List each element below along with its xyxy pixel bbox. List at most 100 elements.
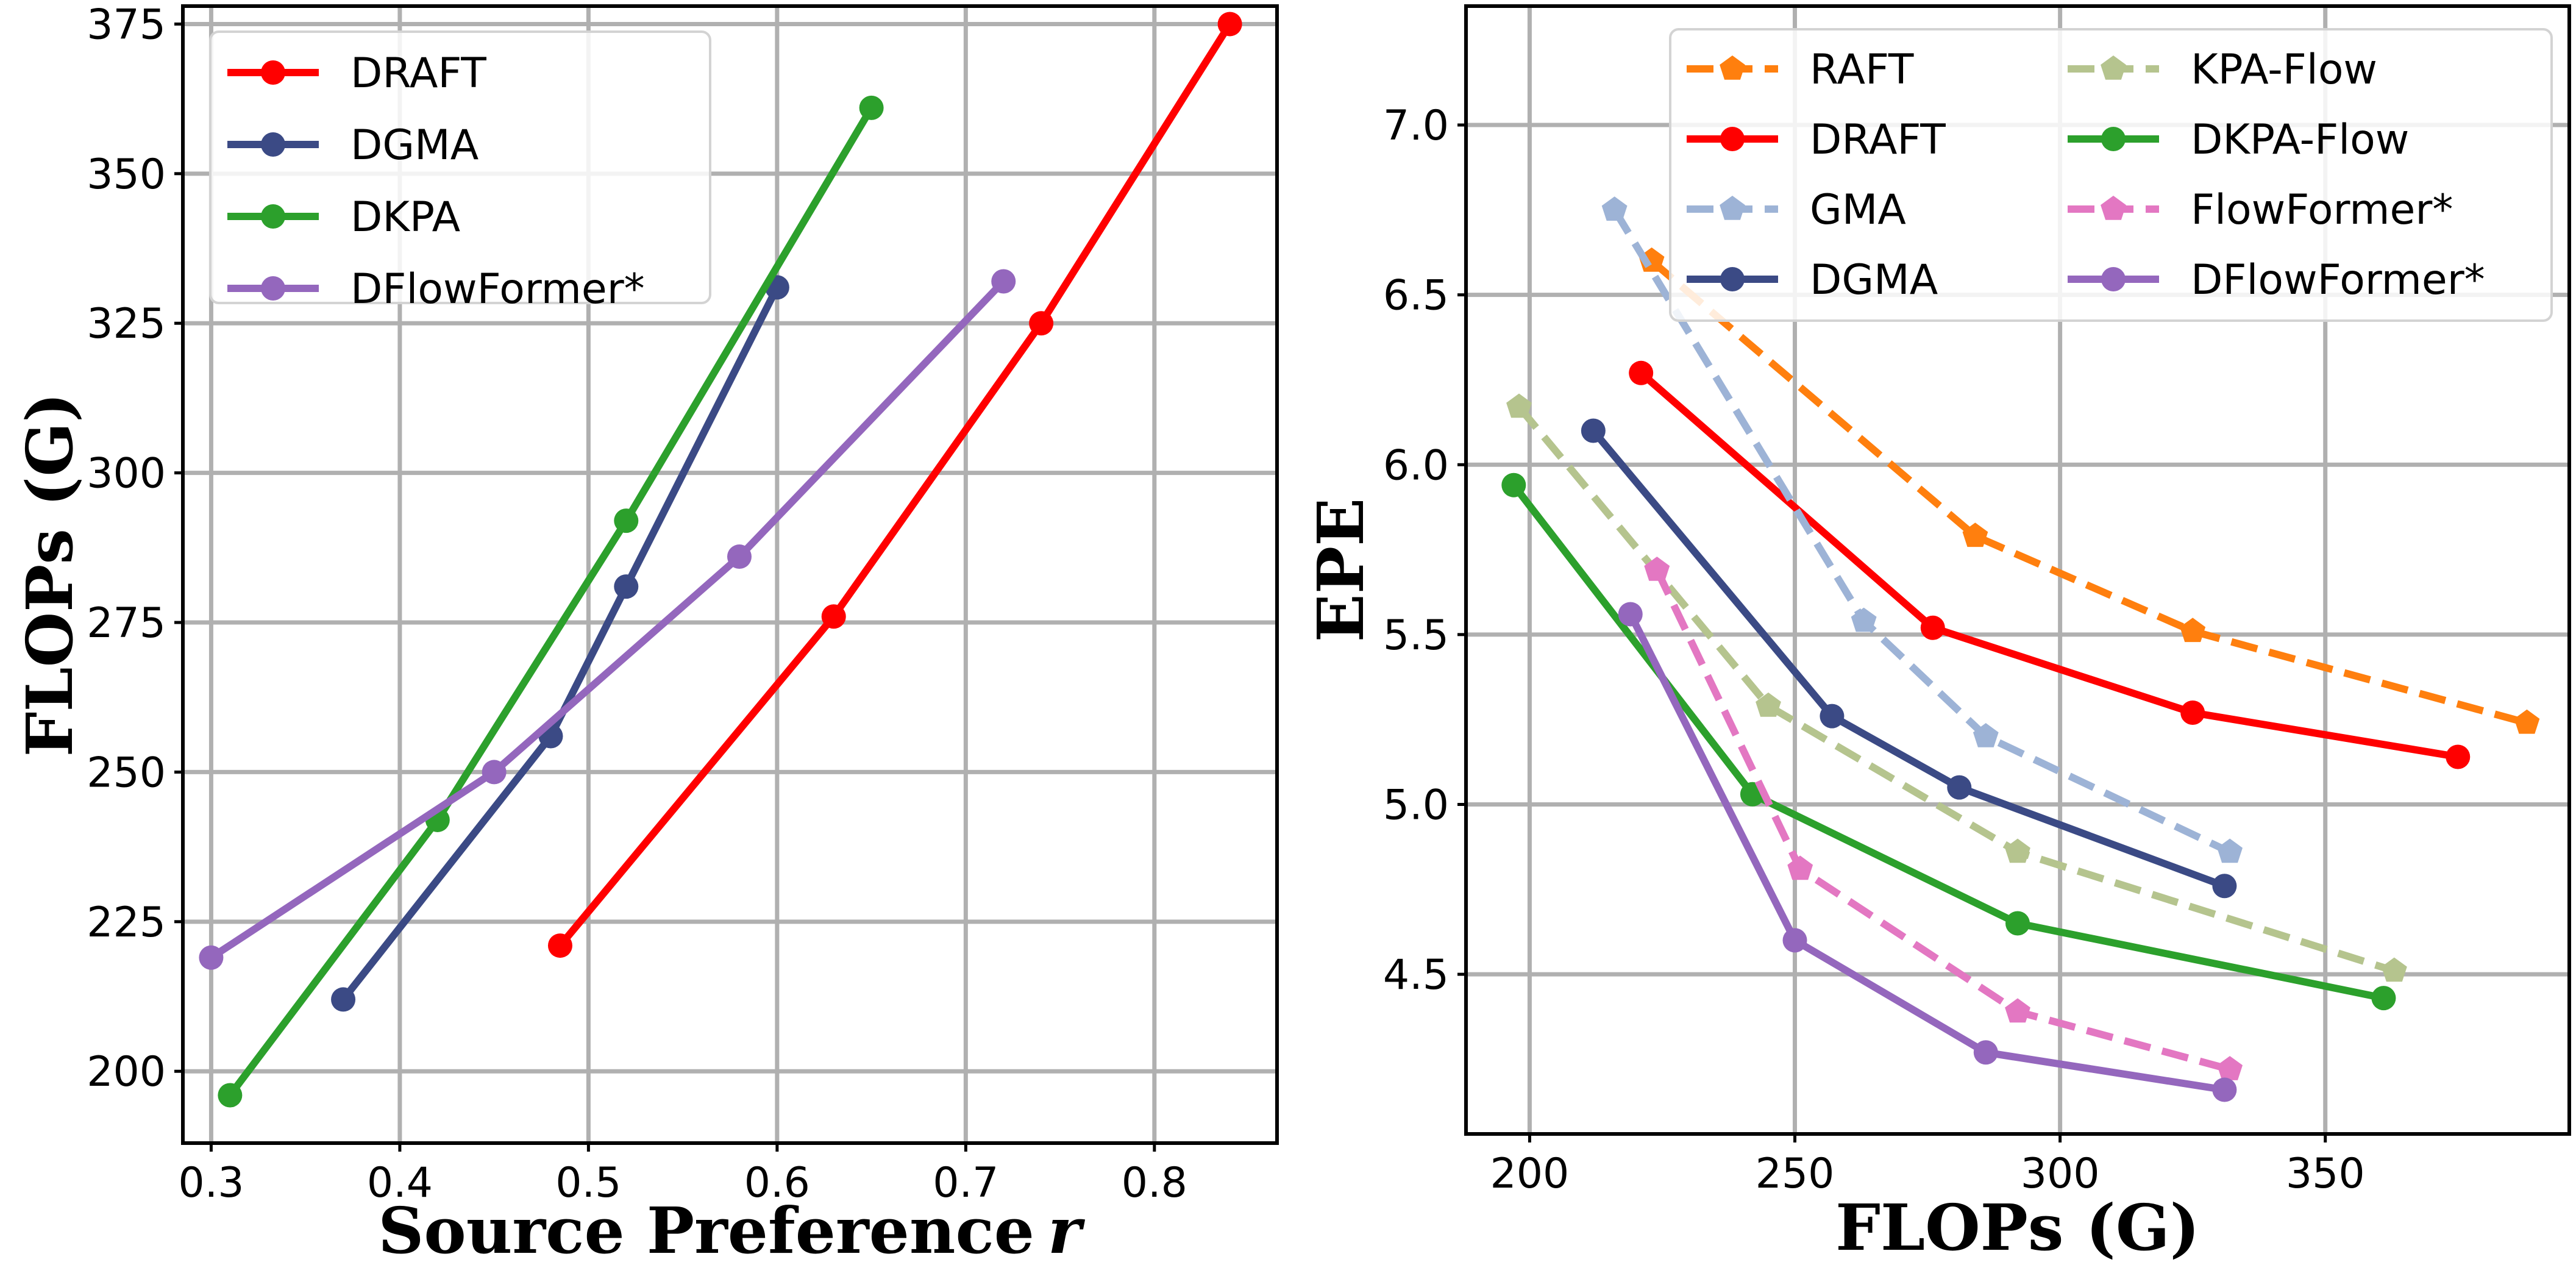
series-line-dflowformer-star [209, 279, 1006, 961]
data-point-kpa-flow [2005, 838, 2030, 863]
legend-marker [1720, 267, 1745, 291]
series-dgma [331, 275, 789, 1012]
data-point-draft [1029, 311, 1054, 336]
series-line-draft [557, 22, 1233, 948]
data-point-flowformer-star [1787, 855, 1813, 880]
series-line-dgma [1590, 428, 2226, 889]
y-tick-label: 225 [87, 899, 166, 947]
data-point-dkpa-flow [1501, 472, 1526, 497]
data-point-raft [2180, 618, 2206, 643]
data-point-draft [821, 604, 846, 629]
series-draft [547, 12, 1242, 958]
epe-vs-flops-chart: 200 250 300 350 4.5 5.0 5.5 6.0 6.5 7.0 FLOPs (G) E… [1303, 4, 2571, 1265]
legend-label: DFlowFormer* [350, 265, 645, 313]
data-point-draft [2446, 744, 2471, 769]
legend-entry-dkpa-flow: DKPA-Flow [2068, 116, 2409, 164]
data-point-dflowformer-star [482, 760, 507, 785]
series-line-dkpa [227, 105, 875, 1098]
legend-entry-flowformer-star: FlowFormer* [2068, 186, 2453, 234]
series-flowformer-star [1644, 557, 2243, 1080]
legend-entry-dflowformer-star: DFlowFormer* [2068, 256, 2485, 304]
legend-marker [261, 276, 285, 301]
legend-marker [2101, 127, 2126, 151]
data-point-draft [1629, 360, 1654, 385]
data-point-raft [1962, 522, 1988, 547]
series-line-dflowformer-star [1627, 612, 2226, 1094]
data-point-dkpa-flow [2371, 986, 2396, 1011]
legend-box [1669, 28, 2553, 322]
y-tick-label: 200 [87, 1048, 166, 1096]
series-line-flowformer-star [1653, 568, 2231, 1073]
legend: DRAFT DGMA DKPA DFlowFormer* [209, 30, 711, 313]
y-tick-label: 6.0 [1383, 441, 1449, 490]
series-group [199, 12, 1242, 1108]
legend-label: DKPA-Flow [2191, 116, 2409, 164]
data-point-gma [1601, 196, 1628, 221]
data-point-kpa-flow [2381, 957, 2407, 982]
legend-marker [2101, 267, 2126, 291]
data-point-draft [1217, 12, 1242, 37]
y-tick-label: 6.5 [1383, 272, 1449, 320]
legend-label: KPA-Flow [2191, 46, 2377, 94]
x-tick-label: 0.8 [1122, 1159, 1187, 1207]
x-axis-label: FLOPs (G) [1835, 1190, 2200, 1265]
data-point-dkpa [218, 1083, 243, 1108]
y-tick-label: 250 [87, 749, 166, 797]
legend-box [209, 30, 711, 304]
legend-marker [1720, 127, 1745, 151]
x-axis-label-variable: r [1048, 1193, 1086, 1268]
data-point-dflowformer-star [991, 269, 1016, 294]
data-point-flowformer-star [2005, 998, 2030, 1023]
series-line-dgma [340, 285, 781, 1002]
data-point-dflowformer-star [199, 945, 224, 970]
x-tick-label: 300 [2021, 1150, 2100, 1198]
legend-entry-dgma: DGMA [227, 121, 479, 169]
data-point-dkpa [859, 95, 884, 120]
data-point-dgma [331, 987, 356, 1012]
legend-entry-dkpa: DKPA [227, 193, 460, 241]
y-tick-label: 4.5 [1383, 951, 1449, 999]
data-point-dgma [2212, 874, 2237, 899]
plot-frame [181, 4, 1279, 1145]
series-line-raft [1649, 258, 2528, 727]
legend-marker [261, 60, 285, 85]
series-line-kpa-flow [1516, 404, 2396, 975]
series-dkpa-flow [1501, 472, 2396, 1011]
data-point-kpa-flow [1506, 393, 1532, 418]
x-tick-label: 350 [2286, 1150, 2365, 1198]
legend-label: RAFT [1810, 46, 1914, 94]
data-point-dflowformer-star [2212, 1077, 2237, 1102]
data-point-dgma [614, 574, 639, 599]
series-kpa-flow [1506, 393, 2407, 982]
legend-entry-kpa-flow: KPA-Flow [2068, 46, 2377, 94]
y-tick-label: 375 [87, 1, 166, 49]
data-point-gma [1851, 607, 1877, 632]
data-point-dgma [1947, 775, 1972, 800]
legend-label: DKPA [350, 193, 460, 241]
series-dflowformer-star [1618, 602, 2237, 1102]
y-tick-label: 275 [87, 599, 166, 647]
x-tick-label: 0.7 [933, 1159, 998, 1207]
data-point-dkpa [614, 508, 639, 533]
data-point-draft [1920, 615, 1945, 640]
data-point-dkpa-flow [2005, 911, 2030, 936]
series-line-dkpa-flow [1510, 483, 2385, 1002]
x-tick-label: 0.5 [555, 1159, 621, 1207]
series-dgma [1581, 418, 2237, 899]
legend-label: DRAFT [350, 49, 486, 98]
legend-entry-raft: RAFT [1687, 46, 1914, 94]
x-axis-label-text: Source Preference [378, 1193, 1034, 1268]
legend-label: DFlowFormer* [2191, 256, 2485, 304]
data-point-draft [2180, 700, 2205, 725]
x-tick-label: 0.4 [367, 1159, 433, 1207]
data-point-dflowformer-star [727, 544, 752, 569]
legend-marker [1720, 55, 1745, 80]
legend-label: DGMA [350, 121, 479, 169]
series-gma [1601, 196, 2243, 863]
legend-marker [2101, 196, 2126, 220]
series-group [1501, 196, 2540, 1102]
data-point-raft [2514, 709, 2540, 734]
legend-label: DGMA [1810, 256, 1938, 304]
legend-entry-draft: DRAFT [227, 49, 486, 98]
ticks: 200 250 300 350 4.5 5.0 5.5 6.0 6.5 7.0 [1383, 102, 2365, 1198]
